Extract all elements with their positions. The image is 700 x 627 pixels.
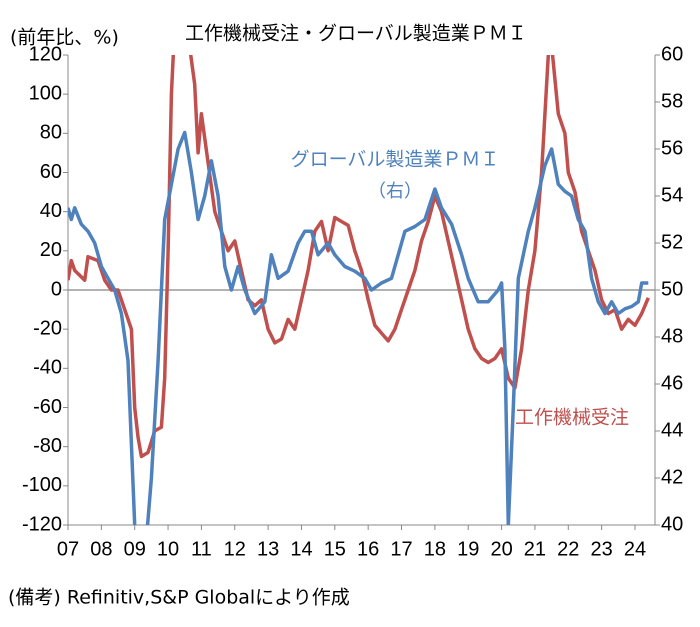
x-tick-label: 24	[624, 538, 646, 560]
y-tick-label: -40	[33, 357, 62, 379]
x-tick-label: 18	[424, 538, 446, 560]
y2-tick-label: 54	[661, 184, 683, 206]
y-tick-label: -60	[33, 396, 62, 418]
x-tick-label: 12	[224, 538, 246, 560]
y-tick-label: -20	[33, 317, 62, 339]
y-tick-label: -80	[33, 435, 62, 457]
x-tick-label: 07	[57, 538, 79, 560]
plot-area	[68, 55, 650, 525]
y-tick-label: 120	[29, 43, 62, 65]
y2-tick-label: 46	[661, 372, 683, 394]
annotation: （右）	[368, 181, 422, 202]
series-line	[68, 130, 649, 525]
x-tick-label: 23	[591, 538, 613, 560]
y-axis-label: (前年比、%)	[10, 27, 119, 49]
x-tick-label: 11	[191, 538, 212, 560]
y2-tick-label: 44	[661, 419, 683, 441]
y2-tick-label: 42	[661, 466, 683, 488]
y-tick-label: 20	[40, 239, 62, 261]
y2-tick-label: 60	[661, 43, 683, 65]
series-line	[68, 55, 650, 459]
y2-tick-label: 40	[661, 513, 683, 535]
x-tick-label: 15	[324, 538, 346, 560]
x-tick-label: 16	[357, 538, 379, 560]
y2-tick-label: 50	[661, 278, 683, 300]
x-tick-label: 14	[290, 538, 312, 560]
y2-tick-label: 48	[661, 325, 683, 347]
chart-title: 工作機械受注・グローバル製造業ＰＭＩ	[185, 23, 527, 45]
legend-label: 工作機械受注	[515, 407, 629, 429]
x-tick-label: 17	[390, 538, 412, 560]
y-tick-label: 60	[40, 161, 62, 183]
x-tick-label: 09	[124, 538, 146, 560]
note: (備考) Refinitiv,S&P Globalにより作成	[8, 587, 350, 609]
y2-tick-label: 52	[661, 231, 683, 253]
x-tick-label: 20	[490, 538, 512, 560]
y-tick-label: -120	[22, 513, 62, 535]
x-tick-label: 10	[157, 538, 179, 560]
y-tick-label: 80	[40, 122, 62, 144]
y-tick-label: 100	[29, 82, 62, 104]
x-tick-label: 21	[524, 538, 546, 560]
x-tick-label: 08	[90, 538, 112, 560]
y2-tick-label: 56	[661, 137, 683, 159]
legend-label: グローバル製造業ＰＭＩ	[291, 149, 500, 171]
y2-tick-label: 58	[661, 90, 683, 112]
y-tick-label: 0	[51, 278, 62, 300]
y-tick-label: -100	[22, 474, 62, 496]
y-tick-label: 40	[40, 200, 62, 222]
x-tick-label: 19	[457, 538, 479, 560]
x-tick-label: 13	[257, 538, 279, 560]
x-tick-label: 22	[557, 538, 579, 560]
